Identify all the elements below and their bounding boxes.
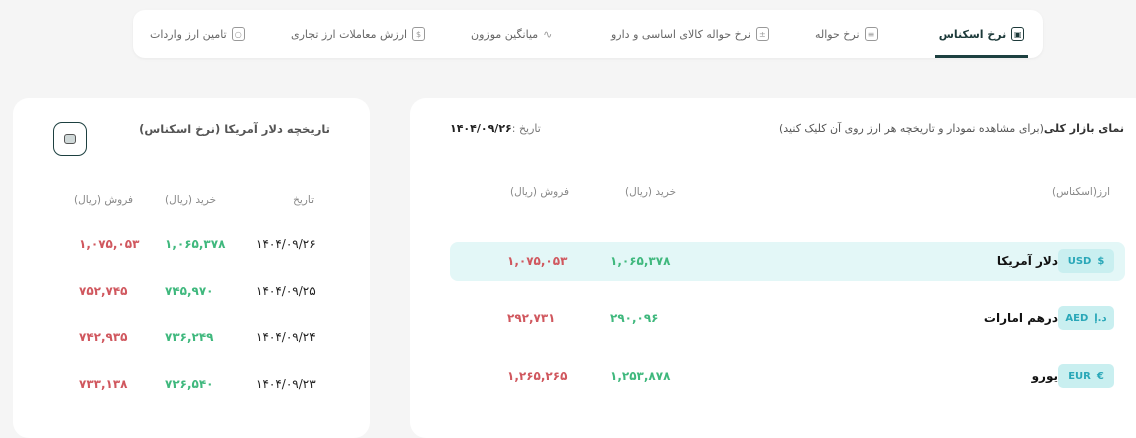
tab-essential-goods-rate[interactable]: ± نرخ حواله کالای اساسی و دارو [611,10,769,58]
history-date: ۱۴۰۴/۰۹/۲۶ [256,237,316,251]
currency-symbol: $ [1097,255,1105,267]
currency-row-usd[interactable] [450,242,1125,281]
money-bag-icon: $ [412,27,426,41]
history-buy: ۷۳۶,۲۴۹ [165,330,214,344]
history-sell: ۷۵۲,۷۴۵ [79,283,128,298]
currency-buy: ۲۹۰,۰۹۶ [610,311,659,325]
history-card: تاریخچه دلار آمریکا (نرخ اسکناس) تاریخ خ… [13,98,370,438]
tab-banknote-rate[interactable]: ▣ نرخ اسکناس [935,10,1028,58]
tab-weighted-average[interactable]: ∿ میانگین موزون [471,27,553,41]
tab-bar: ▣ نرخ اسکناس ≡ نرخ حواله ± نرخ حواله کالای … [133,10,1043,58]
currency-sell: ۲۹۲,۷۳۱ [507,311,556,325]
wave-icon: ∿ [543,27,553,41]
calculator-icon: ± [755,27,769,41]
col-sell: فروش (ریال) [510,186,570,198]
history-date: ۱۴۰۴/۰۹/۲۵ [256,283,316,298]
market-title: نمای بازار کلی(برای مشاهده نمودار و تاری… [778,122,1124,135]
col-buy: خرید (ریال) [625,186,677,198]
col-currency: ارز(اسکناس) [1052,186,1110,198]
history-sell: ۷۳۳,۱۳۸ [79,376,128,391]
chart-toggle-button[interactable] [53,122,87,156]
currency-name[interactable]: درهم امارات [983,311,1058,325]
market-overview-card: نمای بازار کلی(برای مشاهده نمودار و تاری… [410,98,1136,438]
currency-sell: ۱,۲۶۵,۲۶۵ [507,369,568,383]
currency-name[interactable]: دلار آمریکا [996,254,1058,268]
currency-symbol: د.إ [1094,312,1107,324]
history-col-buy: خرید (ریال) [165,194,217,206]
market-date: تاریخ :۱۴۰۴/۰۹/۲۶ [450,122,541,135]
currency-name[interactable]: یورو [1031,369,1058,383]
coin-hand-icon: ○ [231,27,245,41]
history-sell: ۷۴۲,۹۳۵ [79,330,128,344]
currency-badge-eur: EUR € [1058,364,1114,388]
history-col-sell: فروش (ریال) [74,194,134,206]
history-buy: ۷۴۵,۹۷۰ [165,283,214,298]
history-date: ۱۴۰۴/۰۹/۲۴ [256,330,316,344]
currency-buy: ۱,۲۵۳,۸۷۸ [610,369,671,383]
tab-remittance-rate[interactable]: ≡ نرخ حواله [815,10,878,58]
tab-import-supply[interactable]: ○ تامین ارز واردات [150,10,245,58]
history-sell: ۱,۰۷۵,۰۵۳ [79,237,140,251]
history-buy: ۱,۰۶۵,۳۷۸ [165,237,226,251]
currency-badge-aed: AED د.إ [1058,306,1114,330]
document-icon: ≡ [864,27,878,41]
history-title: تاریخچه دلار آمریکا (نرخ اسکناس) [139,122,330,136]
history-buy: ۷۲۶,۵۴۰ [165,376,214,391]
currency-badge-usd: USD $ [1058,249,1114,273]
tab-trade-value[interactable]: $ ارزش معاملات ارز تجاری [291,10,426,58]
history-date: ۱۴۰۴/۰۹/۲۳ [256,376,316,391]
banknote-icon [64,134,76,144]
history-col-date: تاریخ [293,194,314,206]
banknote-icon: ▣ [1011,27,1025,41]
currency-buy: ۱,۰۶۵,۳۷۸ [610,254,671,268]
currency-sell: ۱,۰۷۵,۰۵۳ [507,254,568,268]
currency-symbol: € [1096,370,1104,382]
